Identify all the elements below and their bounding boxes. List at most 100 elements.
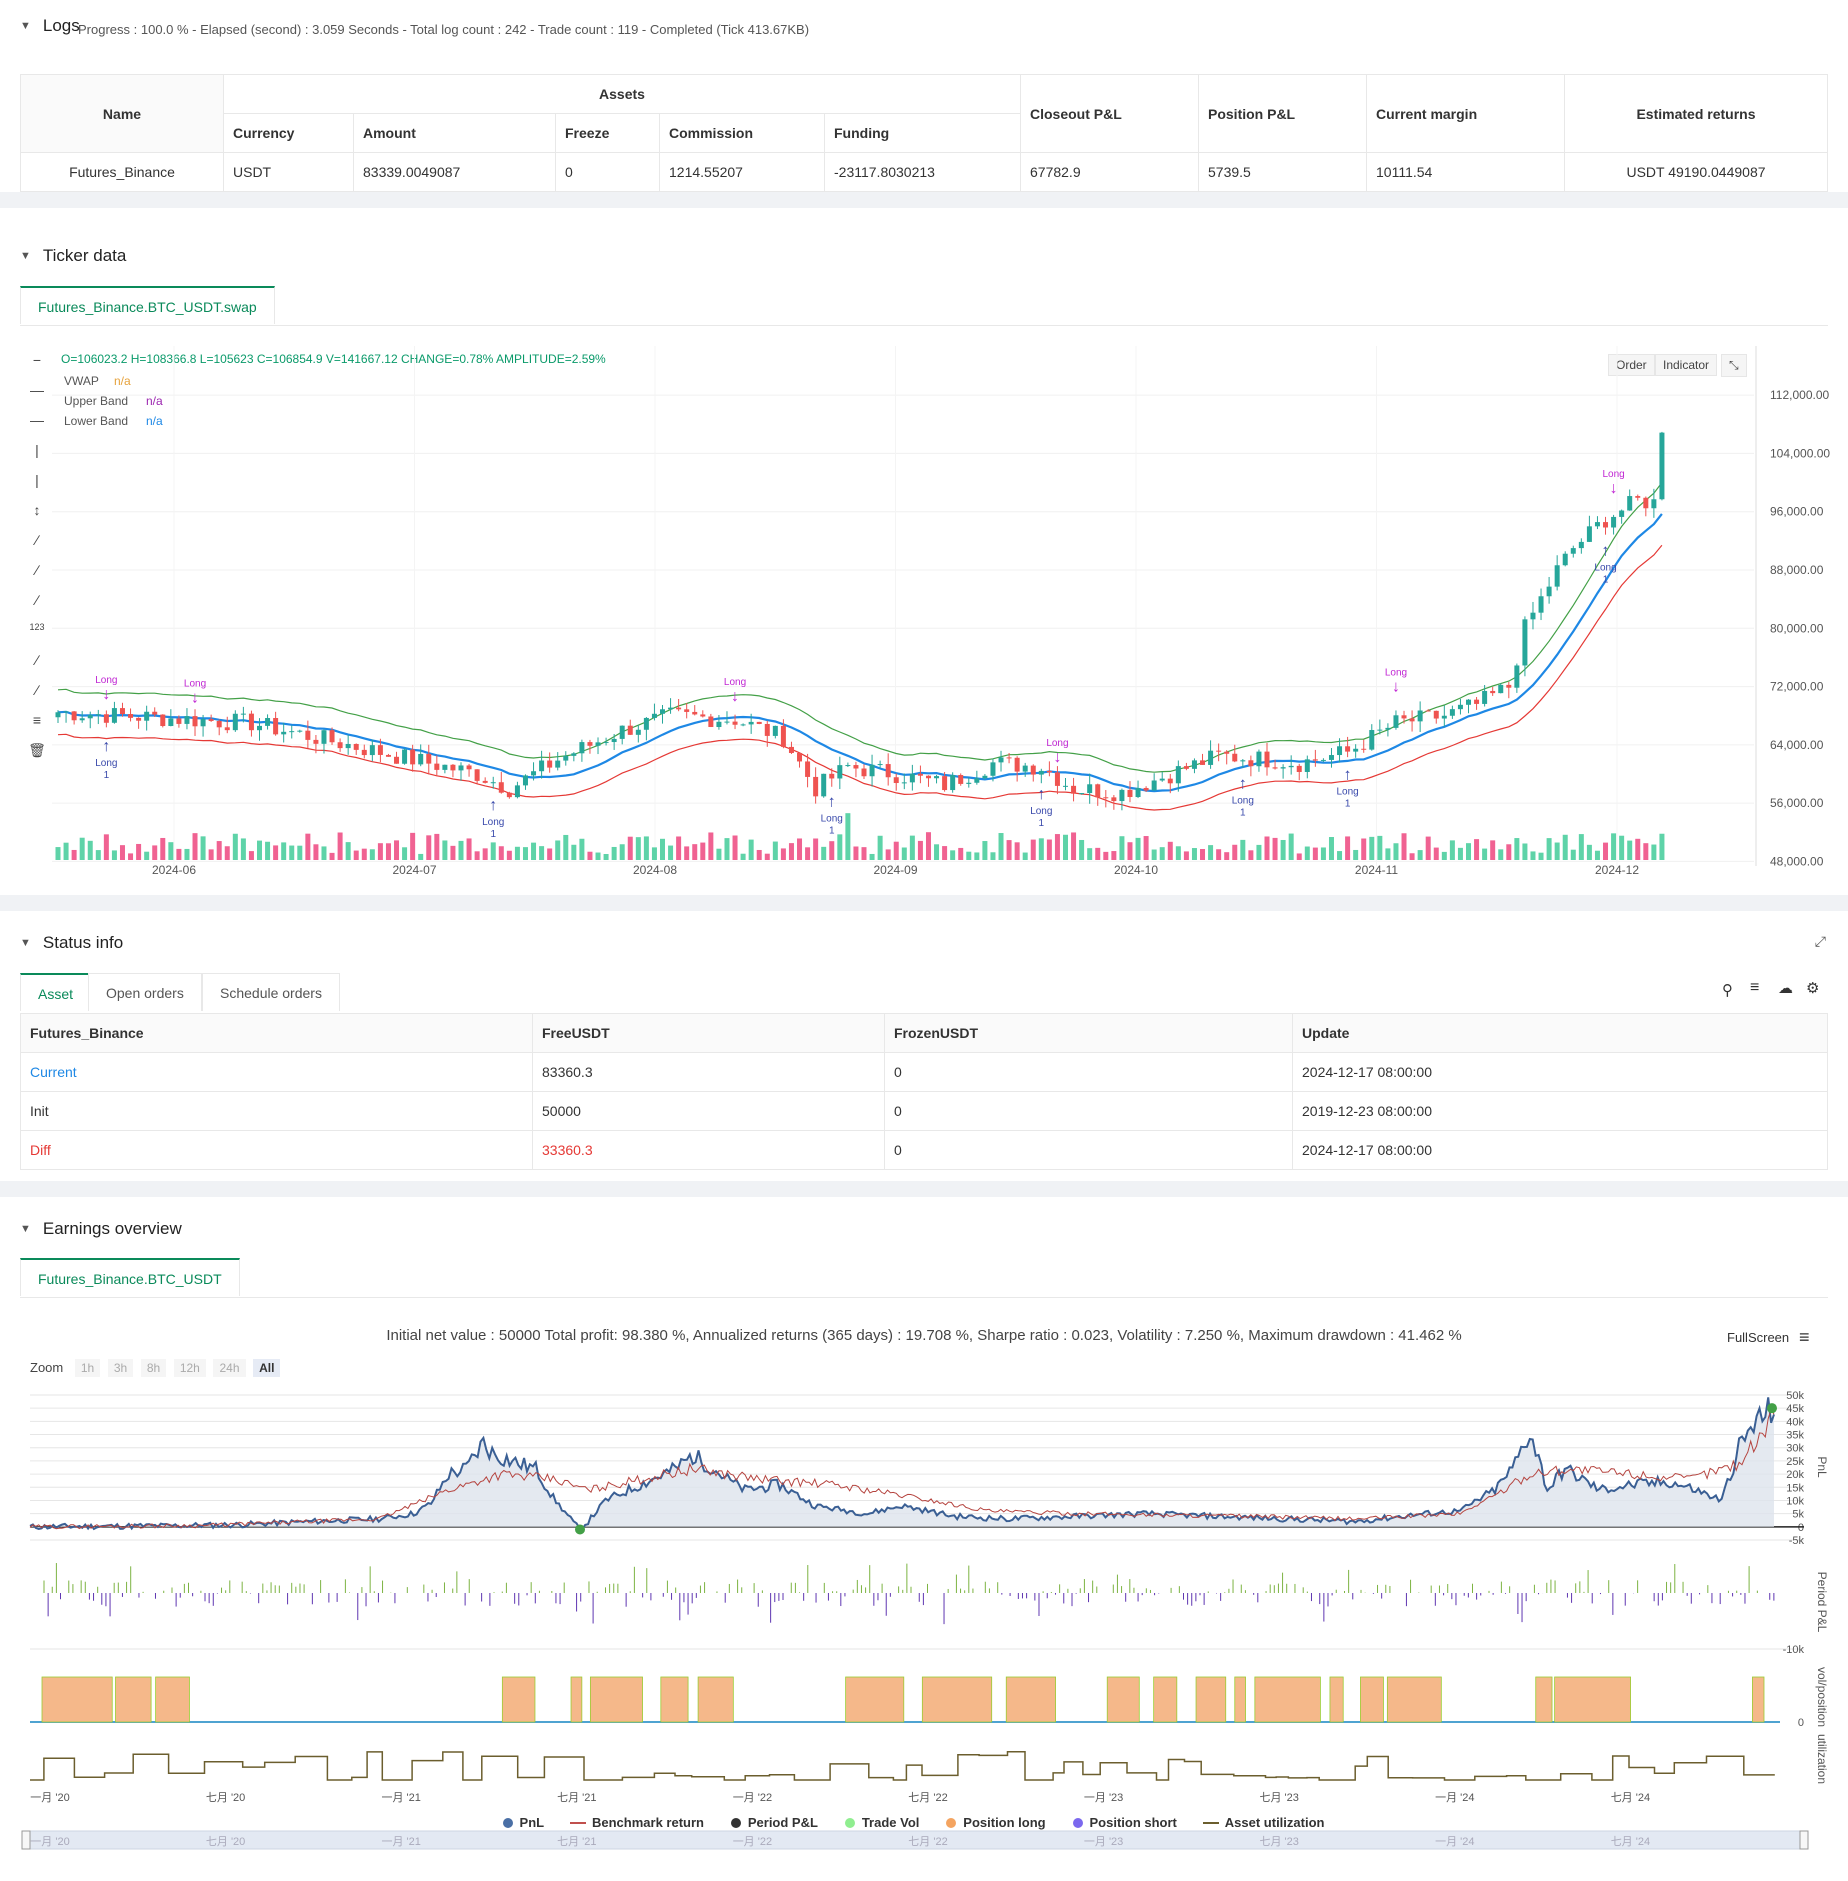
cell-free: 83360.3 (532, 1052, 885, 1092)
vertical-segment-tool-icon[interactable]: | (35, 472, 39, 488)
crosshair-tool-icon[interactable]: − (32, 352, 42, 368)
zoom-12h-button[interactable]: 12h (173, 1359, 206, 1377)
candle-body (539, 760, 545, 772)
vertical-ray-tool-icon[interactable]: ↕ (33, 502, 41, 518)
zoom-24h-button[interactable]: 24h (213, 1359, 246, 1377)
period-tick-label: -10k (1783, 1644, 1805, 1656)
volume-bar (1280, 839, 1286, 860)
fullscreen-button[interactable]: FullScreen (1727, 1330, 1790, 1345)
menu-icon[interactable]: ≡ (1799, 1327, 1810, 1347)
zoom-3h-button[interactable]: 3h (107, 1359, 134, 1377)
legend-asset-utilization[interactable]: Asset utilization (1202, 1815, 1324, 1830)
vertical-line-tool-icon[interactable]: | (35, 442, 39, 458)
volume-bar (1522, 843, 1528, 860)
zoom-1h-button[interactable]: 1h (74, 1359, 101, 1377)
long-position-block (845, 1676, 905, 1723)
segment-tool-icon[interactable]: ∕ (35, 592, 39, 608)
tab-asset[interactable]: Asset (20, 973, 92, 1011)
candle-body (1611, 516, 1617, 528)
trash-icon[interactable]: 🗑 (28, 742, 46, 758)
collapse-caret-icon[interactable]: ▼ (20, 937, 31, 949)
candle-body (708, 716, 714, 728)
fibonacci-tool-icon[interactable]: ∕ (35, 682, 39, 698)
gear-icon[interactable]: ⚙ (1806, 980, 1820, 997)
fullscreen-icon[interactable]: ⤢ (1814, 933, 1826, 949)
earnings-header[interactable]: ▼ Earnings overview (20, 1219, 182, 1239)
tab-ticker-symbol[interactable]: Futures_Binance.BTC_USDT.swap (20, 286, 275, 324)
long-position-block (570, 1676, 583, 1723)
volume-bar (273, 845, 279, 860)
volume-bar (942, 846, 948, 860)
legend-position-short[interactable]: Position short (1072, 1815, 1177, 1830)
candle-body (1466, 699, 1471, 705)
legend-position-long[interactable]: Position long (945, 1815, 1046, 1830)
legend-label: Benchmark return (591, 1815, 704, 1830)
legend-benchmark[interactable]: Benchmark return (569, 1815, 704, 1830)
candle-body (724, 721, 730, 723)
pnl-tick-label: 0 (1798, 1522, 1804, 1534)
cloud-download-icon[interactable]: ☁ (1778, 980, 1793, 997)
cell-closeout: 67782.9 (1020, 152, 1199, 192)
signal-label: Long (482, 817, 504, 828)
volume-bar (579, 838, 585, 860)
long-arrow-up-icon: ↑ (828, 793, 836, 810)
candle-body (1643, 497, 1649, 509)
parallel-channel-tool-icon[interactable]: ∕ (35, 652, 39, 668)
legend-pnl[interactable]: PnL (502, 1815, 544, 1830)
volume-bar (627, 836, 633, 860)
horizontal-lines-tool-icon[interactable]: ≡ (32, 712, 42, 728)
volume-bar (1554, 842, 1560, 860)
volume-bar (1167, 841, 1173, 860)
candle-body (1183, 766, 1189, 769)
horizontal-line-tool-icon[interactable]: — (30, 382, 44, 398)
tab-open-orders[interactable]: Open orders (88, 973, 202, 1011)
earnings-chart[interactable]: 50k45k40k35k30k25k20k15k10k5k0-5k-10k0一月… (0, 1197, 1848, 1881)
volume-bar (917, 840, 923, 860)
trend-line-tool-icon[interactable]: ∕ (35, 532, 39, 548)
volume-bar (128, 853, 134, 860)
candle-body (1635, 496, 1641, 498)
volume-bar (732, 835, 738, 860)
price-line-tool-icon[interactable]: 123 (29, 622, 45, 632)
tab-schedule-orders[interactable]: Schedule orders (202, 973, 340, 1011)
ray-line-tool-icon[interactable]: ∕ (35, 562, 39, 578)
legend-trade-vol[interactable]: Trade Vol (844, 1815, 919, 1830)
collapse-caret-icon[interactable]: ▼ (20, 20, 31, 32)
zoom-all-button[interactable]: All (253, 1359, 281, 1377)
candle-body (257, 725, 262, 731)
volume-bar (1490, 840, 1496, 860)
candle-body (136, 717, 142, 721)
signal-count: 1 (829, 825, 835, 836)
zoom-8h-button[interactable]: 8h (140, 1359, 167, 1377)
candlestick-chart[interactable]: 112,000.00 104,000.00 96,000.00 88,000.00 80… (0, 208, 1848, 895)
volume-bar (184, 848, 190, 860)
candle-body (1248, 760, 1254, 767)
logs-header[interactable]: ▼ Logs (20, 16, 80, 36)
order-button[interactable]: Order (1608, 354, 1655, 376)
collapse-caret-icon[interactable]: ▼ (20, 1223, 31, 1235)
candle-body (1111, 797, 1117, 802)
indicator-button[interactable]: Indicator (1655, 354, 1718, 376)
collapse-caret-icon[interactable]: ▼ (20, 250, 31, 262)
candle-body (160, 714, 166, 727)
legend-period-pnl[interactable]: Period P&L (730, 1815, 818, 1830)
candle-body (1071, 785, 1077, 794)
search-icon[interactable]: ⚲ (1722, 982, 1733, 999)
ticker-header[interactable]: ▼ Ticker data (20, 246, 126, 266)
volume-bar (1498, 849, 1504, 860)
tab-earnings-symbol[interactable]: Futures_Binance.BTC_USDT (20, 1258, 240, 1296)
status-header[interactable]: ▼ Status info (20, 933, 123, 953)
list-icon[interactable]: ≡ (1750, 979, 1760, 996)
long-position-block (1254, 1676, 1321, 1723)
volume-bar (1433, 847, 1439, 860)
volume-bar (1514, 838, 1520, 860)
pnl-tick-label: 25k (1786, 1456, 1804, 1468)
volume-bar (289, 845, 295, 860)
navigator-tick-label: 七月 '20 (206, 1835, 245, 1848)
candle-body (385, 754, 391, 757)
ohlc-readout: O=106023.2 H=108366.8 L=105623 C=106854.… (61, 352, 606, 366)
volume-bar (1337, 851, 1343, 860)
horizontal-ray-tool-icon[interactable]: — (30, 412, 44, 428)
expand-icon[interactable]: ⤡ (1721, 354, 1747, 377)
candle-body (1578, 541, 1584, 549)
